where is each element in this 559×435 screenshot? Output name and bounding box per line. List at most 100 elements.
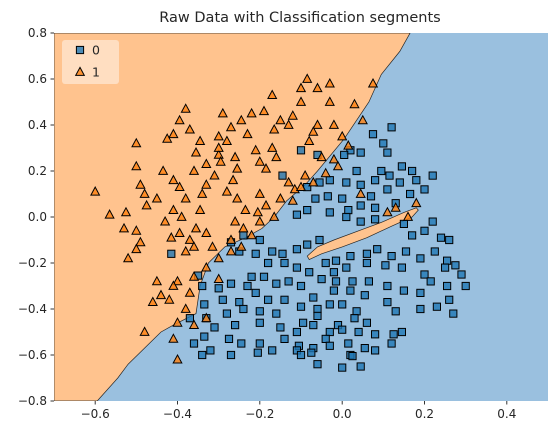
class-0-point — [297, 303, 304, 310]
class-0-point — [248, 273, 255, 280]
class-0-point — [260, 273, 267, 280]
class-0-point — [219, 296, 226, 303]
class-0-point — [458, 271, 465, 278]
class-0-point — [388, 124, 395, 131]
class-0-point — [332, 257, 339, 264]
y-tick-label: 0.8 — [28, 26, 47, 40]
class-0-point — [293, 264, 300, 271]
class-0-point — [400, 220, 407, 227]
class-0-point — [324, 193, 331, 200]
class-0-point — [225, 335, 232, 342]
class-0-point — [444, 257, 451, 264]
class-0-point — [318, 276, 325, 283]
class-0-point — [281, 335, 288, 342]
y-tick-label: 0.2 — [28, 164, 47, 178]
class-0-point — [310, 322, 317, 329]
class-0-point — [357, 149, 364, 156]
class-0-point — [308, 349, 315, 356]
class-0-point — [190, 340, 197, 347]
class-0-point — [442, 264, 449, 271]
class-0-point — [293, 246, 300, 253]
class-0-point — [285, 278, 292, 285]
class-0-point — [304, 241, 311, 248]
class-0-point — [326, 177, 333, 184]
class-0-point — [236, 299, 243, 306]
class-0-point — [281, 296, 288, 303]
class-0-point — [339, 195, 346, 202]
class-0-point — [168, 250, 175, 257]
class-0-point — [277, 324, 284, 331]
x-tick-label: 0.2 — [415, 407, 434, 421]
class-0-point — [365, 278, 372, 285]
x-tick-label: 0.4 — [497, 407, 516, 421]
class-0-point — [351, 315, 358, 322]
class-0-point — [353, 167, 360, 174]
class-0-point — [361, 292, 368, 299]
class-0-point — [281, 259, 288, 266]
class-0-point — [363, 259, 370, 266]
class-0-point — [400, 287, 407, 294]
class-0-point — [339, 364, 346, 371]
class-0-point — [256, 319, 263, 326]
class-0-point — [402, 248, 409, 255]
class-0-point — [446, 236, 453, 243]
class-0-point — [322, 259, 329, 266]
legend-box — [62, 40, 119, 84]
class-0-point — [326, 301, 333, 308]
class-0-point — [372, 177, 379, 184]
class-0-point — [293, 328, 300, 335]
class-0-point — [297, 282, 304, 289]
class-0-point — [413, 177, 420, 184]
class-0-point — [314, 305, 321, 312]
class-0-point — [343, 213, 350, 220]
class-0-point — [421, 271, 428, 278]
class-0-point — [462, 282, 469, 289]
class-0-point — [314, 312, 321, 319]
class-0-point — [357, 363, 364, 370]
class-0-point — [332, 278, 339, 285]
plot-area — [54, 33, 548, 401]
class-0-point — [227, 280, 234, 287]
legend-label-1: 1 — [92, 65, 100, 80]
class-0-point — [384, 299, 391, 306]
class-0-point — [429, 218, 436, 225]
class-0-point — [326, 209, 333, 216]
class-0-point — [265, 259, 272, 266]
class-0-point — [304, 207, 311, 214]
class-0-point — [353, 308, 360, 315]
class-0-point — [326, 328, 333, 335]
class-0-point — [384, 149, 391, 156]
class-0-point — [372, 216, 379, 223]
y-tick-label: 0.0 — [28, 210, 47, 224]
class-0-point — [363, 319, 370, 326]
class-0-point — [279, 250, 286, 257]
class-0-point — [293, 211, 300, 218]
class-0-point — [339, 301, 346, 308]
class-0-point — [330, 287, 337, 294]
class-0-point — [252, 289, 259, 296]
class-0-point — [232, 322, 239, 329]
y-tick-label: −0.4 — [18, 302, 47, 316]
class-0-point — [349, 353, 356, 360]
class-0-point — [357, 181, 364, 188]
class-0-point — [355, 328, 362, 335]
class-0-point — [312, 195, 319, 202]
class-0-point — [273, 280, 280, 287]
class-0-point — [386, 172, 393, 179]
class-0-point — [306, 269, 313, 276]
class-0-point — [207, 347, 214, 354]
legend-marker-0 — [76, 46, 83, 53]
class-0-point — [238, 340, 245, 347]
class-0-point — [256, 340, 263, 347]
class-0-point — [388, 253, 395, 260]
class-0-point — [265, 296, 272, 303]
class-0-point — [215, 285, 222, 292]
class-0-point — [343, 264, 350, 271]
class-0-point — [326, 342, 333, 349]
class-0-point — [357, 218, 364, 225]
x-tick-label: −0.2 — [245, 407, 274, 421]
class-0-point — [186, 315, 193, 322]
class-0-point — [398, 264, 405, 271]
y-tick-label: 0.6 — [28, 72, 47, 86]
class-0-point — [347, 253, 354, 260]
